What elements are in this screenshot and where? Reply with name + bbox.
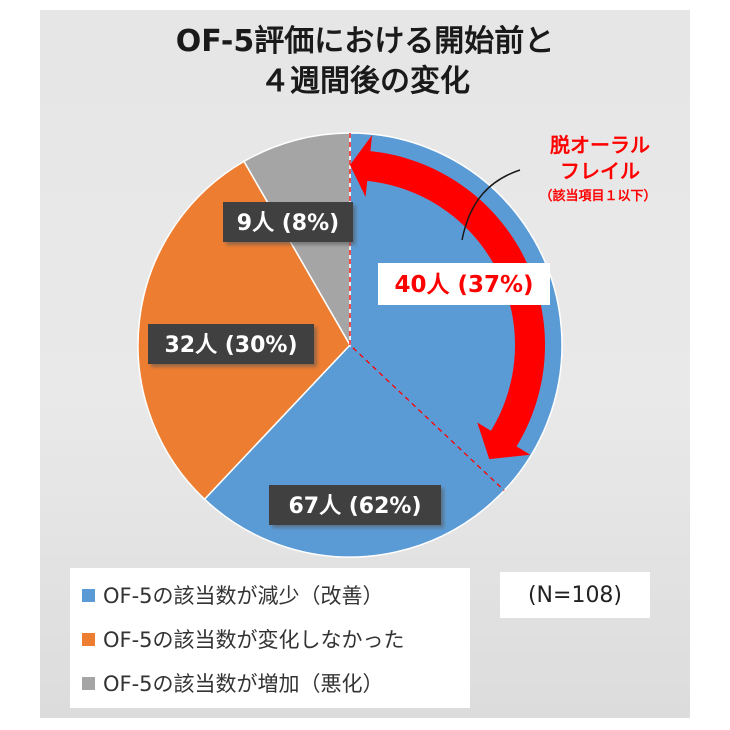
legend-swatch-improved [82,588,95,602]
annotation-value-label: 40人 (37%) [394,272,533,298]
title-line-1: OF-5評価における開始前と [175,24,555,59]
annotation-value-box [378,263,550,305]
data-label-worse-box [223,202,353,242]
legend-swatch-unchanged [82,632,95,646]
annotation-leader-line [461,169,521,241]
legend-item-improved: OF-5の該当数が減少（改善） [82,580,384,610]
data-label-unchanged-box [148,324,314,364]
legend-label-worse: OF-5の該当数が増加（悪化） [103,672,384,696]
data-label-improved-box [269,485,441,525]
red-double-arrow [350,135,545,460]
pie-slice-improved [203,132,563,558]
sample-size-label: (N=108) [527,582,623,608]
legend: OF-5の該当数が減少（改善） OF-5の該当数が変化しなかった OF-5の該当… [70,568,470,708]
legend-item-worse: OF-5の該当数が増加（悪化） [82,668,384,698]
annotation-title-line-2: フレイル [560,159,640,183]
annotation-subtitle: （該当項目１以下） [539,188,656,204]
title-line-2: ４週間後の変化 [260,64,470,99]
legend-swatch-worse [82,676,95,690]
data-label-unchanged: 32人 (30%) [164,333,297,358]
legend-label-improved: OF-5の該当数が減少（改善） [103,584,384,608]
data-label-improved: 67人 (62%) [288,494,421,519]
annotation-title-line-1: 脱オーラル [550,133,650,157]
legend-item-unchanged: OF-5の該当数が変化しなかった [82,624,405,654]
sample-size-box: (N=108) [500,572,650,618]
data-label-worse: 9人 (8%) [237,211,339,236]
sub-sector-outline [349,133,505,491]
chart-title: OF-5評価における開始前と ４週間後の変化 [40,22,690,102]
legend-label-unchanged: OF-5の該当数が変化しなかった [103,628,405,652]
